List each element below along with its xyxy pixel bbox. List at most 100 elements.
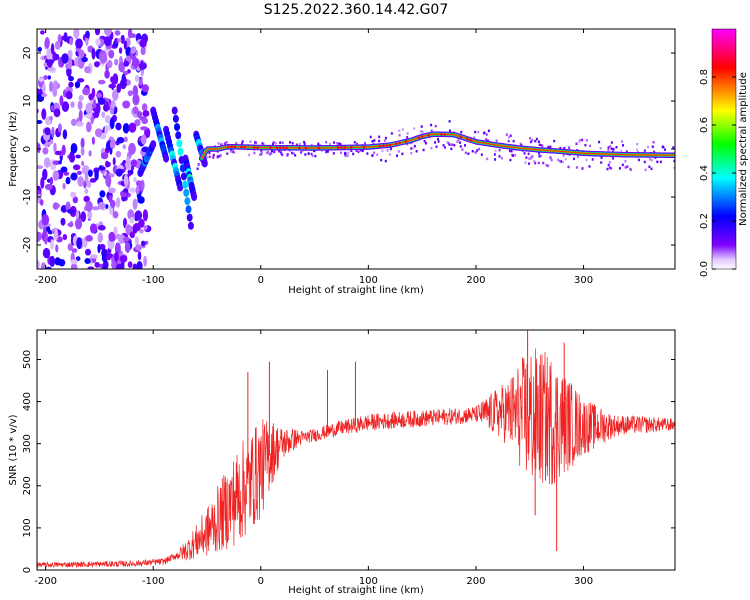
spectral-speck [600,161,603,164]
spectral-speck [612,149,615,153]
spectral-speck [398,134,401,137]
noise-blob [122,188,129,193]
noise-blob [44,37,50,49]
spectral-speck [618,167,621,170]
spectral-speck [656,160,659,164]
ridge-peak [420,135,424,138]
noise-blob [104,115,111,124]
noise-blob [37,46,42,52]
ridge-peak [278,146,282,149]
spectral-speck [230,150,233,153]
spectral-speck [473,136,476,139]
ridge-peak [459,135,463,139]
spectral-speck [326,150,329,153]
noise-blob [62,234,68,241]
spectral-speck [564,157,567,161]
noise-blob [91,254,98,259]
spectral-speck [295,143,298,146]
ridge-peak [440,133,443,136]
noise-blob [141,103,148,112]
spectral-speck [449,129,451,132]
noise-blob [46,226,51,233]
spectral-speck [578,140,581,143]
noise-blob [97,201,106,210]
noise-blob [124,136,128,143]
spectral-speck [278,150,281,153]
noise-blob [70,101,75,108]
noise-blob [50,43,55,55]
spectral-speck [607,163,610,167]
noise-blob [89,178,97,183]
noise-blob [132,106,139,115]
noise-blob [138,228,144,234]
ridge-peak [275,146,279,149]
ridge-peak [253,146,256,149]
y-tick-label: -20 [22,237,33,253]
spectral-speck [598,140,601,144]
noise-blob [131,57,140,69]
noise-blob [89,223,98,234]
streak-blob [183,188,190,197]
noise-blob [126,155,131,168]
spectral-speck [265,151,268,155]
spectral-speck [233,151,236,154]
spectral-speck [221,143,224,146]
y-tick-label: 100 [22,518,33,537]
spectral-speck [383,139,386,142]
spectral-speck [410,152,413,155]
spectral-speck [434,141,436,144]
spectral-speck [529,157,532,160]
spectral-speck [494,158,497,161]
spectral-speck [547,164,550,168]
colorbar-tick-label: 0.0 [699,261,710,277]
spectral-speck [525,156,528,159]
spectral-speck [530,156,533,159]
noise-blob [108,83,116,89]
spectral-speck [464,151,467,155]
noise-blob [141,240,146,247]
spectral-speck [310,143,313,147]
spectral-speck [559,146,562,150]
noise-blob [49,176,54,185]
spectral-speck [529,137,532,140]
noise-blob [41,214,50,226]
spectrogram-x-ticks: -200 -100 0 100 200 300 [34,29,593,286]
figure-title: S125.2022.360.14.42.G07 [264,2,449,18]
noise-blob [76,121,84,127]
spectral-speck [406,136,409,139]
ridge-peak [388,143,392,147]
noise-blob [92,99,97,109]
noise-blob [78,109,83,122]
noise-blob [84,258,91,264]
noise-blob [114,251,119,262]
spectral-speck [486,157,489,161]
spectral-speck [453,144,456,147]
spectral-speck [415,150,418,153]
noise-blob [105,174,112,187]
spectral-speck [220,143,223,146]
noise-blob [135,186,140,195]
spectral-speck [510,149,513,153]
spectral-speck [644,168,647,172]
spectral-speck [461,148,464,151]
noise-blob [72,164,81,171]
y-tick-label: 500 [22,350,33,369]
noise-blob [127,261,133,268]
noise-blob [144,240,149,245]
x-tick-label: 100 [359,275,378,286]
spectral-speck [519,142,522,146]
spectral-speck [261,142,264,145]
spectral-speck [303,142,306,146]
spectral-speck [241,142,243,145]
spectral-speck [208,155,211,159]
spectral-speck [291,142,294,145]
x-tick-label: 0 [258,576,264,587]
noise-blob [76,170,82,175]
spectral-speck [378,139,381,143]
streak-blob [175,131,182,140]
spectral-speck [289,141,291,144]
noise-blob [73,29,80,39]
spectral-speck [626,165,629,168]
snr-panel: -200 -100 0 100 200 300 0 100 200 300 400 500 Heig… [8,329,676,596]
